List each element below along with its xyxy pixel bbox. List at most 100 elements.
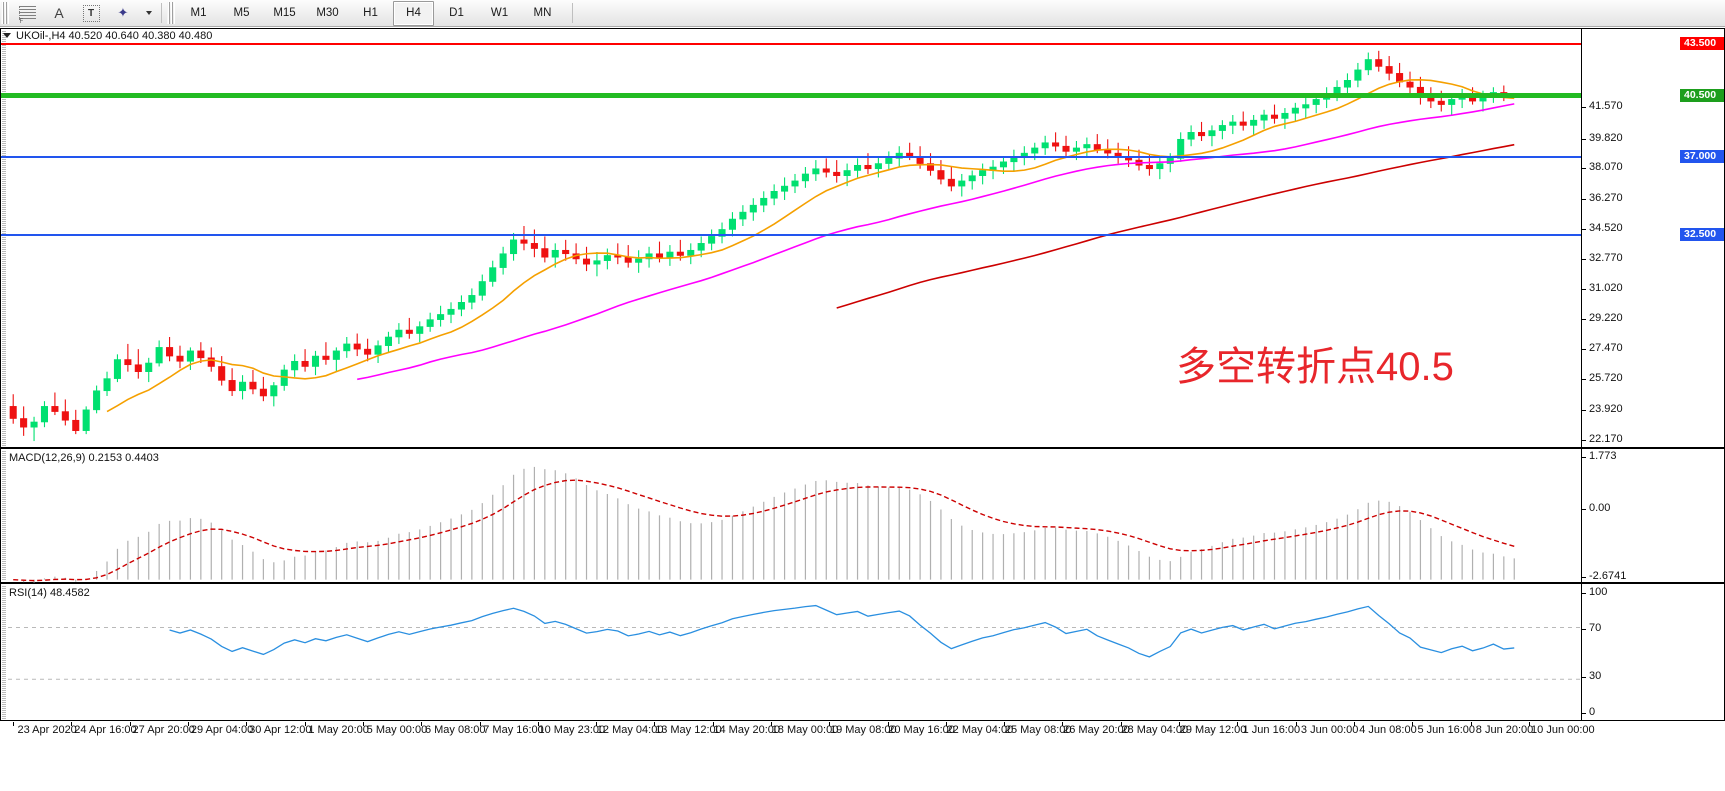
- price-tick-label: 39.820: [1589, 132, 1623, 144]
- macd-tick-label: 1.773: [1589, 450, 1617, 462]
- toolbar-grip[interactable]: [1, 2, 9, 24]
- rsi-tick-label: 0: [1589, 706, 1596, 718]
- price-tick-label: 31.020: [1589, 282, 1623, 294]
- drawing-shapes-icon[interactable]: ✦: [117, 5, 129, 20]
- rsi-tick: [1582, 713, 1586, 714]
- price-tick: [1582, 440, 1586, 441]
- time-tick: [1412, 722, 1414, 726]
- timeframe-d1[interactable]: D1: [449, 7, 464, 19]
- timeframe-m1[interactable]: M1: [190, 7, 207, 19]
- time-tick: [304, 722, 306, 726]
- timeframe-m30[interactable]: M30: [316, 7, 339, 19]
- price-tick: [1582, 229, 1586, 230]
- macd-axis-line: [1581, 449, 1582, 582]
- price-tick-label: 27.470: [1589, 342, 1623, 354]
- rsi-tick: [1582, 629, 1586, 630]
- time-tick: [421, 722, 423, 726]
- timeframe-m15[interactable]: M15: [273, 7, 296, 19]
- time-tick: [1353, 722, 1355, 726]
- price-tick-label: 36.270: [1589, 192, 1623, 204]
- price-tick-label: 22.170: [1589, 433, 1623, 445]
- macd-tick-label: -2.6741: [1589, 570, 1627, 582]
- macd-tick: [1582, 577, 1586, 578]
- symbol-ohlc-text: UKOil-,H4 40.520 40.640 40.380 40.480: [16, 29, 213, 42]
- macd-label: MACD(12,26,9) 0.2153 0.4403: [9, 452, 159, 464]
- toolbar-separator: [161, 3, 162, 23]
- price-pane-grip[interactable]: [2, 30, 6, 446]
- time-tick-label: 28 May 04:00: [1121, 724, 1189, 736]
- time-tick-label: 10 Jun 00:00: [1531, 724, 1595, 736]
- time-tick: [71, 722, 73, 726]
- timeframe-grip[interactable]: [167, 2, 175, 24]
- price-tick: [1582, 139, 1586, 140]
- time-tick: [1528, 722, 1530, 726]
- time-tick: [479, 722, 481, 726]
- level-line-support-37000[interactable]: [1, 155, 1581, 158]
- rsi-pane-grip[interactable]: [2, 585, 6, 719]
- price-tick: [1582, 107, 1586, 108]
- time-tick-label: 5 May 00:00: [366, 724, 428, 736]
- time-tick: [712, 722, 714, 726]
- drawing-dropdown-caret-icon[interactable]: [140, 1, 156, 26]
- text-label-icon[interactable]: A: [54, 5, 64, 21]
- time-tick: [1062, 722, 1064, 726]
- rsi-tick: [1582, 677, 1586, 678]
- rsi-tick-label: 30: [1589, 670, 1602, 682]
- price-tick: [1582, 199, 1586, 200]
- time-tick: [537, 722, 539, 726]
- price-tick: [1582, 379, 1586, 380]
- time-tick: [829, 722, 831, 726]
- symbol-header[interactable]: UKOil-,H4 40.520 40.640 40.380 40.480: [0, 28, 212, 43]
- price-tick: [1582, 319, 1586, 320]
- level-line-pivot-40500[interactable]: [1, 93, 1581, 99]
- drawing-tools-group: A T ✦: [11, 0, 157, 26]
- time-tick-label: 29 Apr 04:00: [190, 724, 254, 736]
- timeframe-mn[interactable]: MN: [533, 7, 552, 19]
- price-tag-resistance-43500: 43.500: [1680, 37, 1724, 51]
- price-tick-label: 38.070: [1589, 161, 1623, 173]
- rsi-tick-label: 100: [1589, 586, 1608, 598]
- time-tick: [188, 722, 190, 726]
- time-tick: [1179, 722, 1181, 726]
- time-axis[interactable]: 23 Apr 2020 24 Apr 16:00 27 Apr 20:00 29 Ap…: [0, 722, 1725, 739]
- price-tick: [1582, 168, 1586, 169]
- price-tick-label: 23.920: [1589, 403, 1623, 415]
- timeframe-h4[interactable]: H4: [393, 0, 434, 26]
- timeframe-h1[interactable]: H1: [363, 7, 378, 19]
- macd-tick-label: 0.00: [1589, 502, 1611, 514]
- timeframe-w1[interactable]: W1: [490, 7, 509, 19]
- time-tick: [246, 722, 248, 726]
- timeframe-m5[interactable]: M5: [233, 7, 250, 19]
- crosshair-f-icon[interactable]: [12, 1, 42, 26]
- time-tick: [654, 722, 656, 726]
- time-tick-label: 14 May 20:00: [713, 724, 781, 736]
- price-tick-label: 41.570: [1589, 100, 1623, 112]
- rsi-tick: [1582, 593, 1586, 594]
- price-tick: [1582, 289, 1586, 290]
- time-tick-label: 30 Apr 12:00: [249, 724, 312, 736]
- time-tick-label: 18 May 00:00: [771, 724, 839, 736]
- macd-pane-grip[interactable]: [2, 450, 6, 581]
- macd-pane[interactable]: MACD(12,26,9) 0.2153 0.4403 1.773 0.00 -2.…: [0, 448, 1725, 583]
- price-tick: [1582, 259, 1586, 260]
- time-tick-label: 1 Jun 16:00: [1242, 724, 1301, 736]
- price-tick-label: 34.520: [1589, 222, 1623, 234]
- text-box-icon[interactable]: T: [76, 1, 106, 26]
- level-line-support-32500[interactable]: [1, 233, 1581, 236]
- price-tick-label: 25.720: [1589, 372, 1623, 384]
- time-tick: [596, 722, 598, 726]
- time-tick-label: 27 Apr 20:00: [132, 724, 195, 736]
- time-tick: [1120, 722, 1122, 726]
- time-tick-label: 19 May 08:00: [829, 724, 897, 736]
- time-tick-label: 25 May 08:00: [1004, 724, 1072, 736]
- time-tick: [945, 722, 947, 726]
- price-pane[interactable]: 41.570 39.820 38.070 36.270 34.520 32.770 31.0…: [0, 28, 1725, 474]
- chart-menu-caret-icon[interactable]: [3, 33, 11, 38]
- price-tick: [1582, 410, 1586, 411]
- time-tick-label: 10 May 23:00: [538, 724, 606, 736]
- price-axis-line: [1581, 29, 1582, 447]
- level-line-resistance-43500[interactable]: [1, 42, 1581, 45]
- rsi-pane[interactable]: RSI(14) 48.4582 100 70 30 0: [0, 583, 1725, 721]
- time-tick-label: 12 May 04:00: [596, 724, 664, 736]
